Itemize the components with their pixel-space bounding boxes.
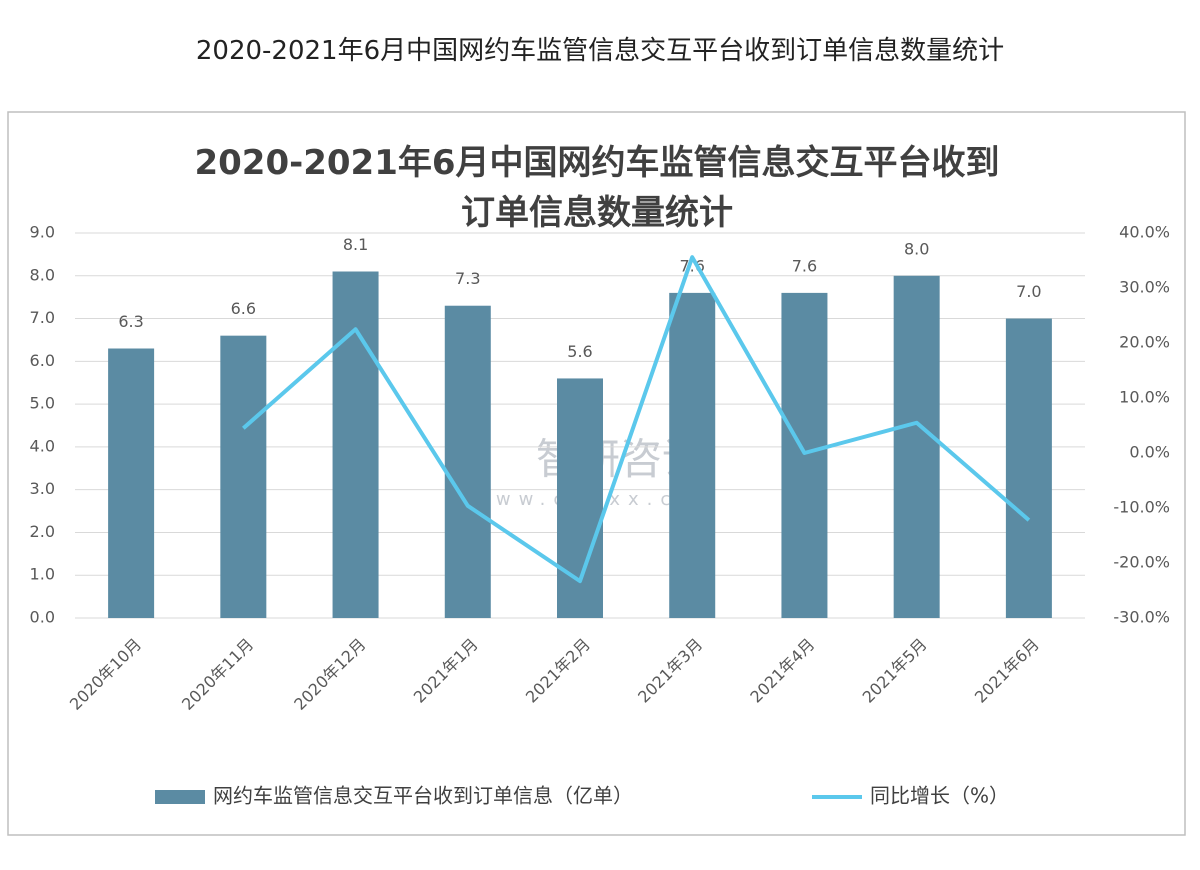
- y-tick-label: 3.0: [30, 479, 55, 498]
- bar: [781, 292, 828, 618]
- y-tick-label: 5.0: [30, 394, 55, 413]
- x-tick-label: 2021年1月: [410, 635, 482, 707]
- page-heading: 2020-2021年6月中国网约车监管信息交互平台收到订单信息数量统计: [195, 36, 1005, 66]
- bar: [220, 335, 267, 618]
- x-tick-label: 2021年3月: [634, 635, 706, 707]
- x-tick-label: 2020年12月: [290, 635, 369, 714]
- y2-tick-label: -30.0%: [1113, 608, 1170, 627]
- bar: [332, 271, 379, 618]
- y2-tick-label: 0.0%: [1129, 443, 1170, 462]
- x-tick-label: 2020年10月: [66, 635, 145, 714]
- y-tick-label: 4.0: [30, 436, 55, 455]
- x-tick-label: 2021年6月: [971, 635, 1043, 707]
- data-label: 5.6: [567, 342, 592, 361]
- y2-tick-label: 10.0%: [1119, 388, 1170, 407]
- data-label: 6.3: [118, 312, 143, 331]
- bar: [1005, 318, 1052, 618]
- y-tick-label: 8.0: [30, 265, 55, 284]
- bar: [108, 348, 155, 618]
- y2-tick-label: 40.0%: [1119, 223, 1170, 242]
- y-tick-label: 9.0: [30, 223, 55, 242]
- x-tick-label: 2021年4月: [746, 635, 818, 707]
- data-label: 8.0: [904, 239, 929, 258]
- y-tick-label: 0.0: [30, 608, 55, 627]
- y2-tick-label: 20.0%: [1119, 333, 1170, 352]
- chart-frame: [7, 111, 1186, 836]
- y2-tick-label: 30.0%: [1119, 278, 1170, 297]
- legend-label: 同比增长（%）: [870, 784, 1009, 808]
- bar: [893, 275, 940, 618]
- legend-swatch: [155, 790, 205, 804]
- data-label: 6.6: [231, 299, 256, 318]
- y2-tick-label: -20.0%: [1113, 553, 1170, 572]
- data-label: 7.3: [455, 269, 480, 288]
- y-tick-label: 6.0: [30, 351, 55, 370]
- y-tick-label: 2.0: [30, 522, 55, 541]
- bar: [669, 292, 716, 618]
- y-tick-label: 7.0: [30, 308, 55, 327]
- y2-tick-label: -10.0%: [1113, 498, 1170, 517]
- data-label: 7.0: [1016, 282, 1041, 301]
- line: [242, 255, 1031, 584]
- x-tick-label: 2021年2月: [522, 635, 594, 707]
- x-tick-label: 2020年11月: [178, 635, 257, 714]
- chart-title: 2020-2021年6月中国网约车监管信息交互平台收到订单信息数量统计: [194, 143, 1000, 233]
- legend-label: 网约车监管信息交互平台收到订单信息（亿单）: [213, 784, 633, 808]
- data-label: 7.6: [792, 256, 817, 275]
- y-tick-label: 1.0: [30, 565, 55, 584]
- data-label: 8.1: [343, 235, 368, 254]
- bar: [444, 305, 491, 618]
- x-tick-label: 2021年5月: [859, 635, 931, 707]
